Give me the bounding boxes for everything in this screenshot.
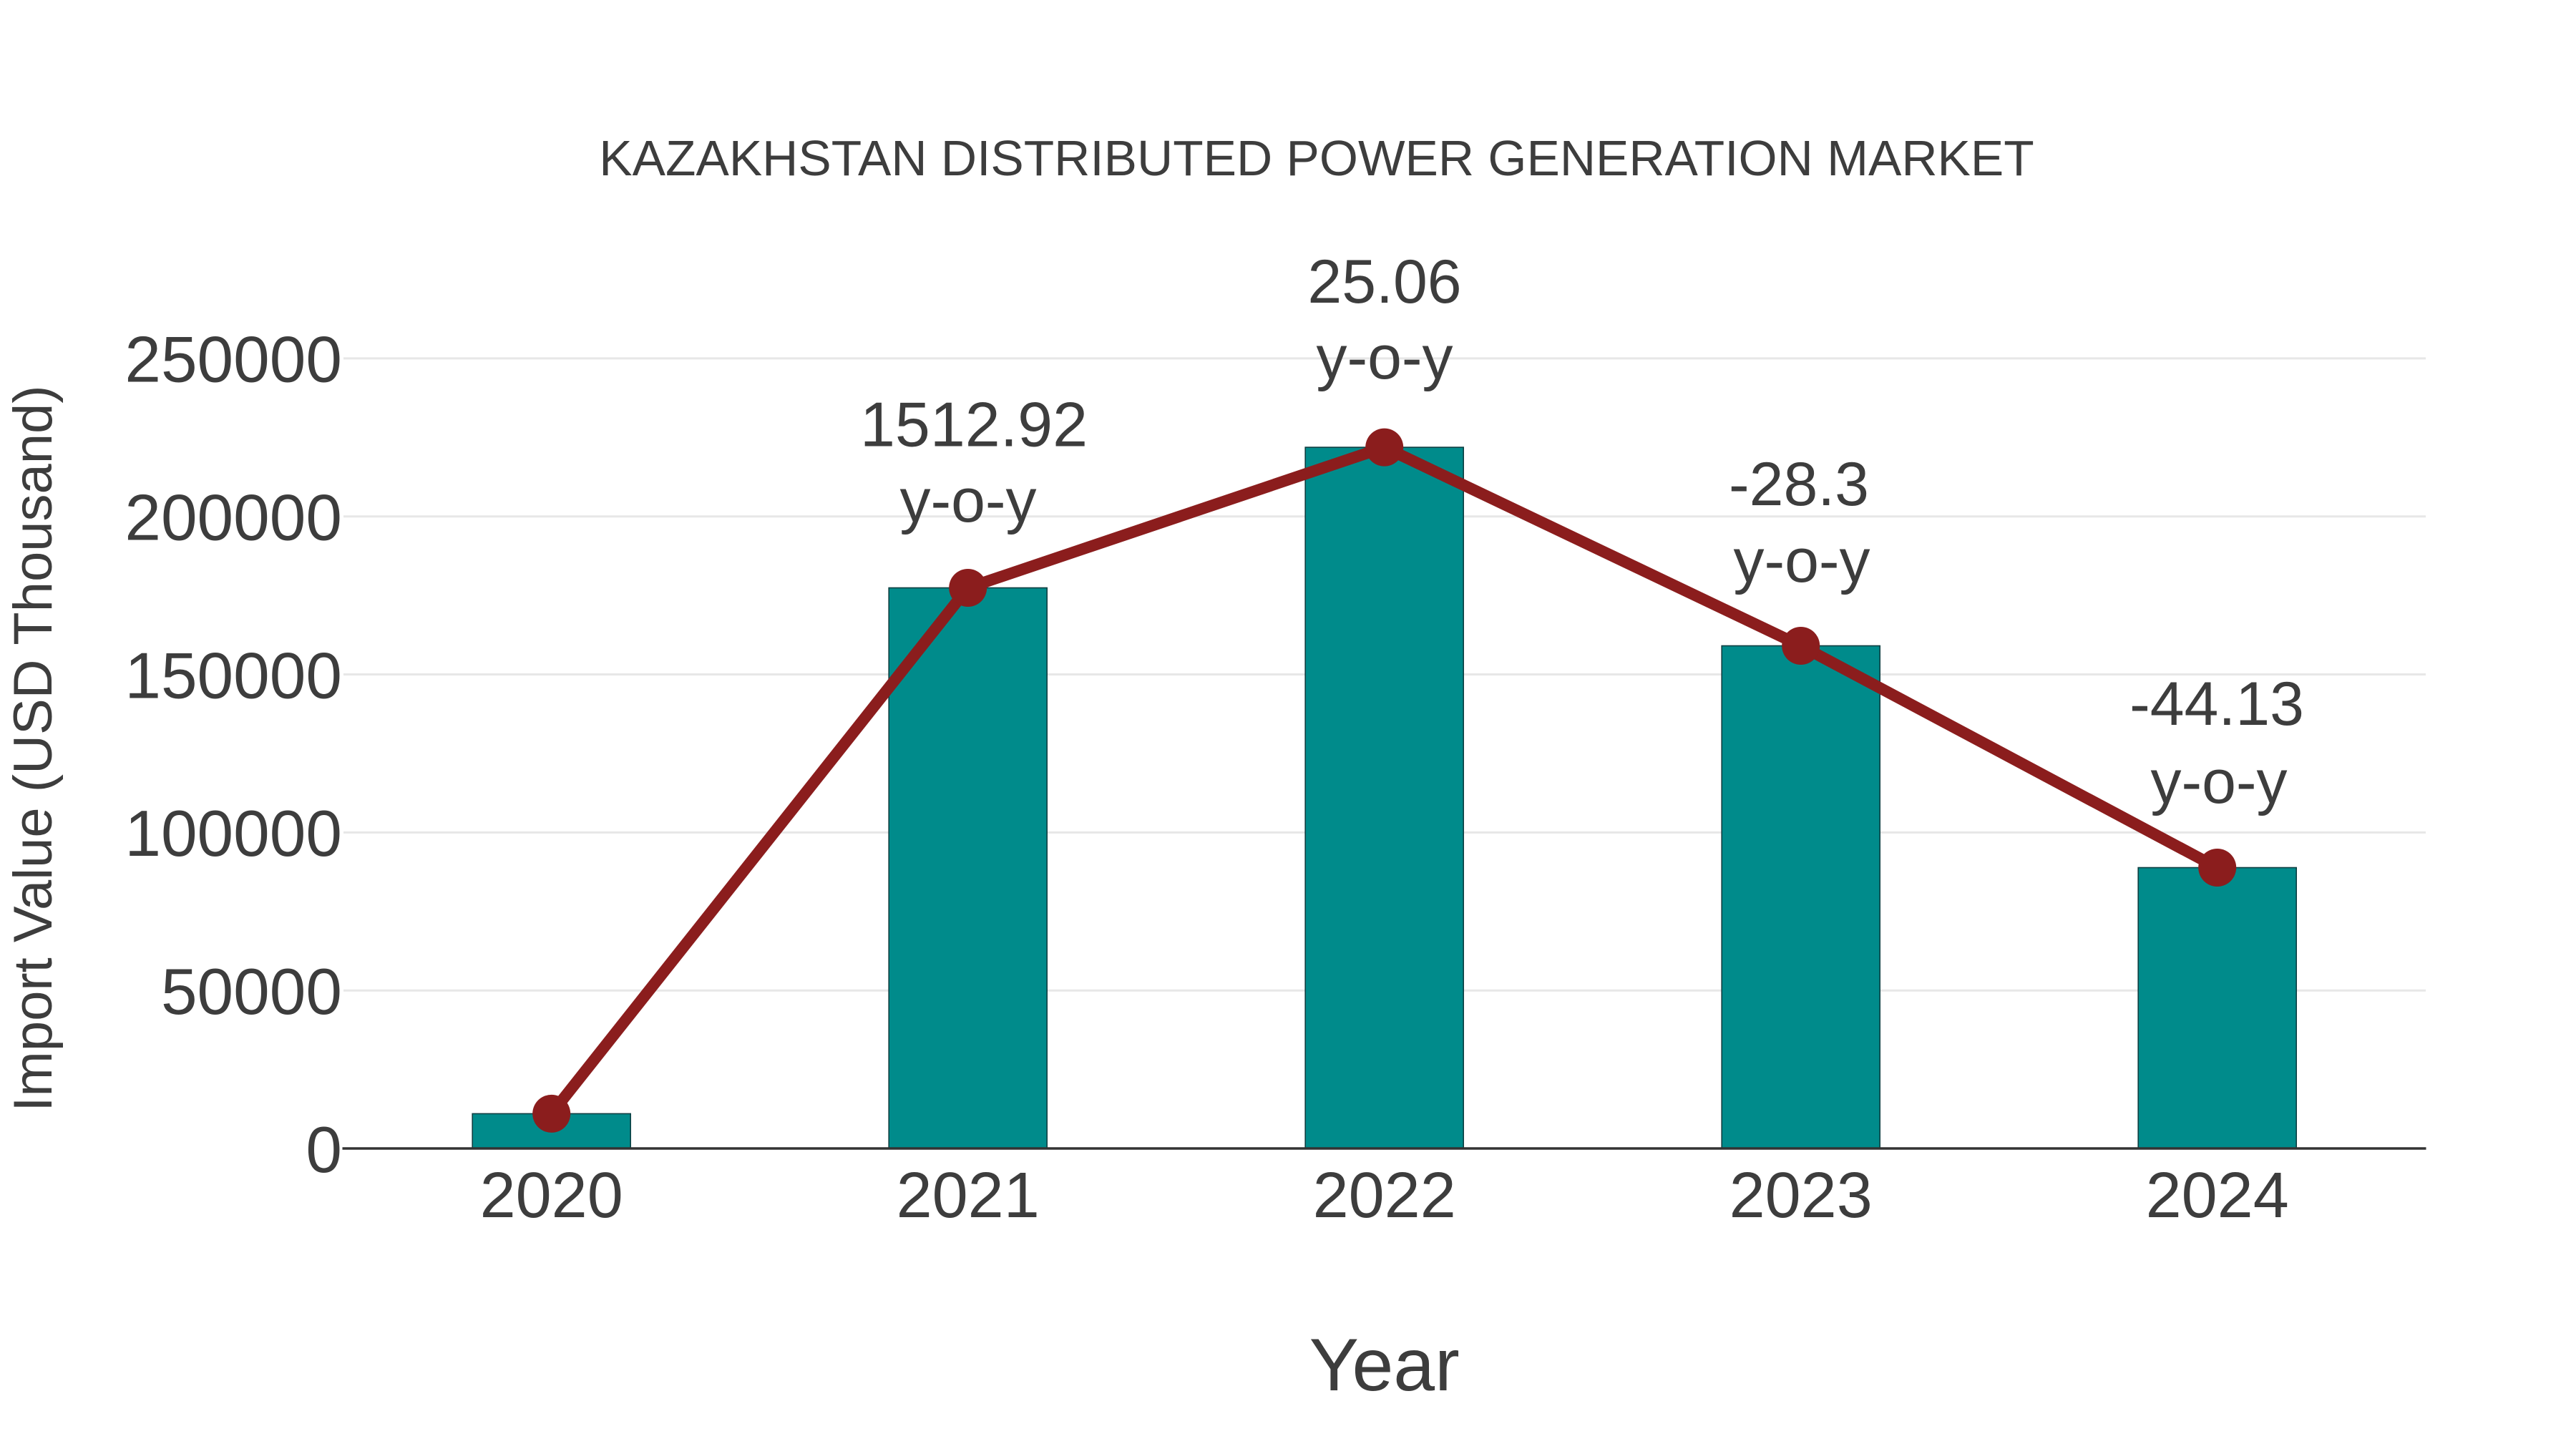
svg-text:KAZAKHSTAN DISTRIBUTED POWER G: KAZAKHSTAN DISTRIBUTED POWER GENERATION …	[599, 130, 2034, 186]
svg-text:2022: 2022	[1313, 1160, 1456, 1231]
svg-text:25.06: 25.06	[1307, 248, 1461, 316]
svg-text:200000: 200000	[125, 482, 342, 555]
svg-text:2020: 2020	[480, 1160, 623, 1231]
svg-text:y-o-y: y-o-y	[1733, 527, 1870, 595]
svg-text:-28.3: -28.3	[1729, 450, 1869, 519]
svg-text:y-o-y: y-o-y	[2150, 748, 2287, 816]
svg-text:50000: 50000	[161, 956, 342, 1028]
svg-text:2021: 2021	[897, 1160, 1040, 1231]
svg-text:-44.13: -44.13	[2129, 670, 2304, 738]
svg-text:100000: 100000	[125, 798, 342, 870]
svg-text:Import Value (USD Thousand): Import Value (USD Thousand)	[3, 385, 64, 1111]
svg-text:2024: 2024	[2146, 1160, 2289, 1231]
svg-text:y-o-y: y-o-y	[1316, 323, 1453, 392]
svg-text:150000: 150000	[125, 640, 342, 712]
svg-text:0: 0	[306, 1114, 342, 1186]
svg-text:Year: Year	[1309, 1324, 1460, 1407]
svg-text:1512.92: 1512.92	[860, 389, 1088, 460]
svg-text:250000: 250000	[125, 324, 342, 396]
svg-text:y-o-y: y-o-y	[899, 467, 1036, 535]
svg-text:2023: 2023	[1729, 1160, 1873, 1231]
